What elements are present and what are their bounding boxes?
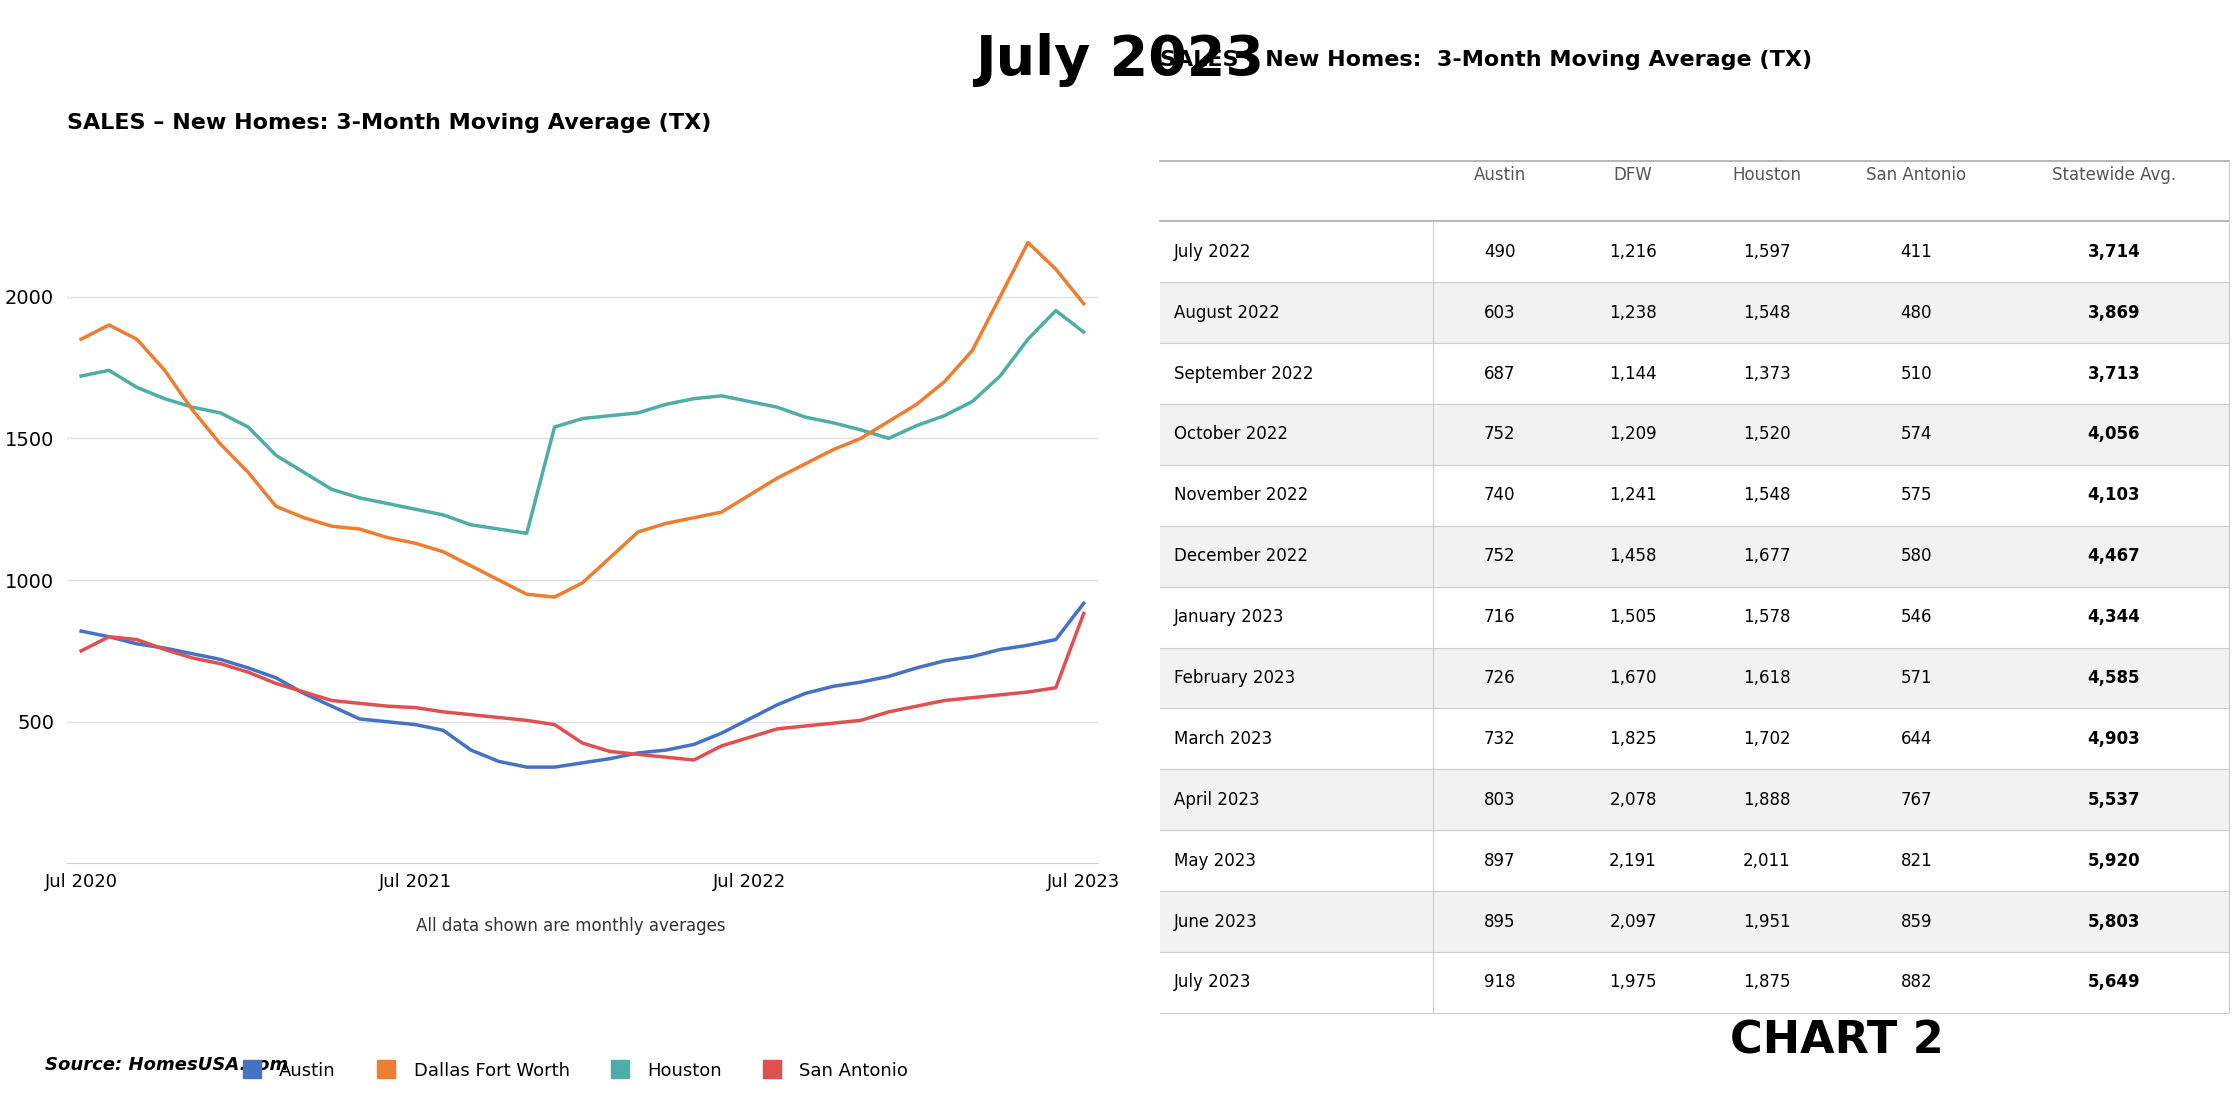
Text: 5,920: 5,920 <box>2088 851 2139 870</box>
Text: 897: 897 <box>1483 851 1514 870</box>
Text: June 2023: June 2023 <box>1174 912 1257 931</box>
Text: Houston: Houston <box>1732 166 1801 184</box>
Text: 4,103: 4,103 <box>2088 486 2139 505</box>
Text: 740: 740 <box>1483 486 1514 505</box>
Text: 490: 490 <box>1483 242 1514 261</box>
Text: 1,578: 1,578 <box>1743 608 1790 627</box>
Text: All data shown are monthly averages: All data shown are monthly averages <box>417 918 726 935</box>
Text: 1,975: 1,975 <box>1608 973 1658 992</box>
Text: 1,670: 1,670 <box>1608 669 1658 687</box>
Text: 603: 603 <box>1483 303 1516 322</box>
Text: 1,875: 1,875 <box>1743 973 1790 992</box>
Text: 574: 574 <box>1900 425 1933 444</box>
Text: Source: HomesUSA.com: Source: HomesUSA.com <box>45 1056 289 1074</box>
Text: 732: 732 <box>1483 730 1516 748</box>
Text: 1,677: 1,677 <box>1743 547 1790 566</box>
Text: January 2023: January 2023 <box>1174 608 1284 627</box>
Text: Austin: Austin <box>1474 166 1525 184</box>
Text: 5,649: 5,649 <box>2088 973 2139 992</box>
Text: 1,241: 1,241 <box>1608 486 1658 505</box>
Text: 546: 546 <box>1900 608 1933 627</box>
Text: 2,097: 2,097 <box>1608 912 1658 931</box>
Text: 767: 767 <box>1900 790 1933 809</box>
Text: August 2022: August 2022 <box>1174 303 1279 322</box>
Text: 716: 716 <box>1483 608 1516 627</box>
Text: 1,458: 1,458 <box>1608 547 1658 566</box>
Text: 3,714: 3,714 <box>2088 242 2139 261</box>
Text: 571: 571 <box>1900 669 1933 687</box>
Text: 1,505: 1,505 <box>1608 608 1658 627</box>
Text: 882: 882 <box>1900 973 1933 992</box>
Text: May 2023: May 2023 <box>1174 851 1257 870</box>
Text: 4,585: 4,585 <box>2088 669 2139 687</box>
Text: 411: 411 <box>1900 242 1933 261</box>
Text: 1,238: 1,238 <box>1608 303 1658 322</box>
Text: CHART 2: CHART 2 <box>1729 1020 1944 1063</box>
Text: SALES – New Homes:  3-Month Moving Average (TX): SALES – New Homes: 3-Month Moving Averag… <box>1160 50 1812 70</box>
Text: July 2022: July 2022 <box>1174 242 1252 261</box>
Text: 895: 895 <box>1483 912 1514 931</box>
Text: 3,869: 3,869 <box>2088 303 2139 322</box>
Text: 1,618: 1,618 <box>1743 669 1790 687</box>
Text: 687: 687 <box>1483 364 1514 383</box>
Text: November 2022: November 2022 <box>1174 486 1308 505</box>
Text: 726: 726 <box>1483 669 1516 687</box>
Text: San Antonio: San Antonio <box>1866 166 1967 184</box>
Text: July 2023: July 2023 <box>1174 973 1252 992</box>
Text: 1,144: 1,144 <box>1608 364 1658 383</box>
Text: 1,825: 1,825 <box>1608 730 1658 748</box>
Text: 480: 480 <box>1900 303 1933 322</box>
Text: February 2023: February 2023 <box>1174 669 1295 687</box>
Legend: Austin, Dallas Fort Worth, Houston, San Antonio: Austin, Dallas Fort Worth, Houston, San … <box>226 1055 916 1087</box>
Text: SALES – New Homes: 3-Month Moving Average (TX): SALES – New Homes: 3-Month Moving Averag… <box>67 113 712 133</box>
Text: 1,548: 1,548 <box>1743 303 1790 322</box>
Text: 1,548: 1,548 <box>1743 486 1790 505</box>
Text: 5,803: 5,803 <box>2088 912 2139 931</box>
Text: 803: 803 <box>1483 790 1516 809</box>
Text: 510: 510 <box>1900 364 1933 383</box>
Text: 4,903: 4,903 <box>2088 730 2139 748</box>
Text: 1,373: 1,373 <box>1743 364 1790 383</box>
Text: DFW: DFW <box>1613 166 1653 184</box>
Text: December 2022: December 2022 <box>1174 547 1308 566</box>
Text: July 2023: July 2023 <box>974 33 1266 87</box>
Text: 859: 859 <box>1900 912 1933 931</box>
Text: 1,702: 1,702 <box>1743 730 1790 748</box>
Text: 2,011: 2,011 <box>1743 851 1790 870</box>
Text: 752: 752 <box>1483 425 1516 444</box>
Text: 821: 821 <box>1900 851 1933 870</box>
Text: 580: 580 <box>1900 547 1933 566</box>
Text: April 2023: April 2023 <box>1174 790 1259 809</box>
Text: 644: 644 <box>1900 730 1933 748</box>
Text: 2,078: 2,078 <box>1608 790 1658 809</box>
Text: 4,056: 4,056 <box>2088 425 2139 444</box>
Text: 575: 575 <box>1900 486 1933 505</box>
Text: 918: 918 <box>1483 973 1516 992</box>
Text: 1,951: 1,951 <box>1743 912 1790 931</box>
Text: 4,344: 4,344 <box>2088 608 2141 627</box>
Text: 1,216: 1,216 <box>1608 242 1658 261</box>
Text: 3,713: 3,713 <box>2088 364 2139 383</box>
Text: 1,888: 1,888 <box>1743 790 1790 809</box>
Text: 1,597: 1,597 <box>1743 242 1790 261</box>
Text: 5,537: 5,537 <box>2088 790 2139 809</box>
Text: 752: 752 <box>1483 547 1516 566</box>
Text: March 2023: March 2023 <box>1174 730 1272 748</box>
Text: 1,209: 1,209 <box>1608 425 1658 444</box>
Text: Statewide Avg.: Statewide Avg. <box>2052 166 2175 184</box>
Text: October 2022: October 2022 <box>1174 425 1288 444</box>
Text: September 2022: September 2022 <box>1174 364 1313 383</box>
Text: 2,191: 2,191 <box>1608 851 1658 870</box>
Text: 1,520: 1,520 <box>1743 425 1790 444</box>
Text: 4,467: 4,467 <box>2088 547 2139 566</box>
